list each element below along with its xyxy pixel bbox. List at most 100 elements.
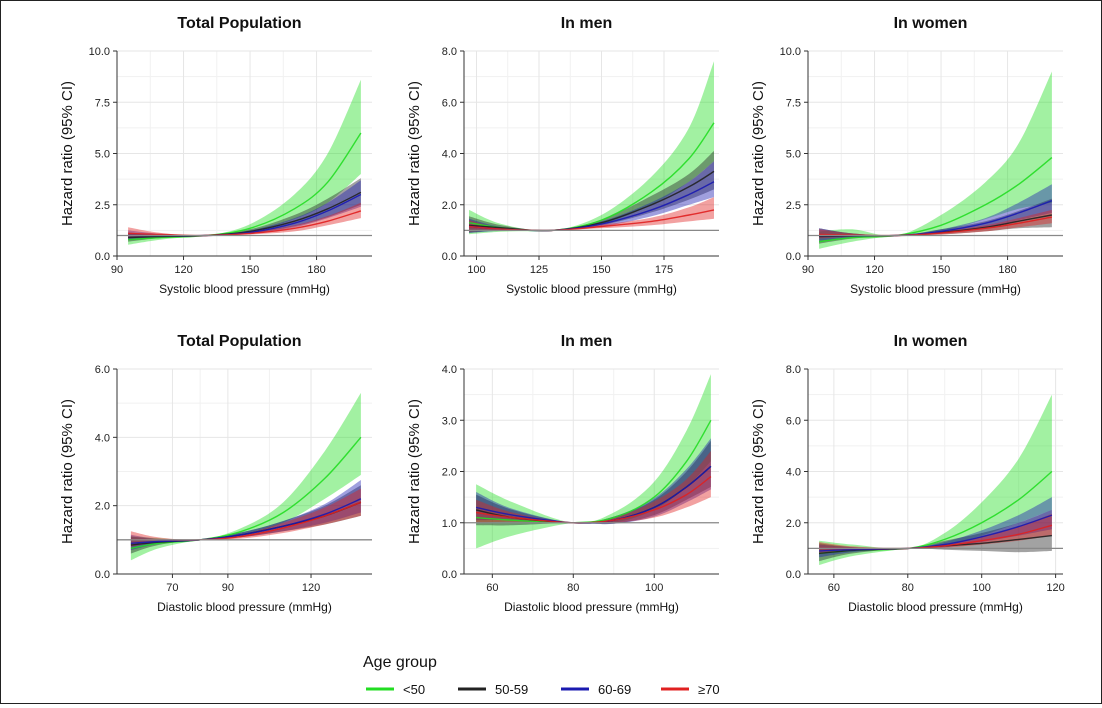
x-tick-label: 70 <box>166 582 178 594</box>
x-tick-label: 100 <box>467 264 485 276</box>
x-tick-label: 60 <box>486 582 498 594</box>
x-tick-label: 120 <box>174 264 192 276</box>
x-tick-label: 120 <box>865 264 883 276</box>
y-tick-label: 10.0 <box>89 46 110 58</box>
ci-band-<50 <box>819 71 1052 249</box>
ci-band-50-59 <box>469 150 714 233</box>
ci-band-≥70 <box>469 197 714 232</box>
x-tick-label: 175 <box>655 264 673 276</box>
y-tick-label: 3.0 <box>442 415 457 427</box>
legend-label: 60-69 <box>598 682 631 697</box>
x-tick-label: 100 <box>645 582 663 594</box>
ci-bands <box>476 374 711 549</box>
y-axis-label: Hazard ratio (95% CI) <box>59 81 76 226</box>
series-line-≥70 <box>468 209 715 232</box>
x-axis-label: Systolic blood pressure (mmHg) <box>850 282 1021 296</box>
series-line-50-59 <box>128 191 362 239</box>
series-line-≥70 <box>475 476 712 524</box>
y-tick-label: 2.5 <box>786 200 801 212</box>
x-tick-label: 180 <box>307 264 325 276</box>
y-tick-label: 0.0 <box>442 251 457 263</box>
legend-label: 50-59 <box>495 682 528 697</box>
x-tick-label: 120 <box>302 582 320 594</box>
y-tick-label: 2.0 <box>786 518 801 530</box>
legend-label: ≥70 <box>698 682 720 697</box>
ci-band-50-59 <box>476 440 711 526</box>
x-tick-label: 150 <box>932 264 950 276</box>
series-lines <box>475 419 712 524</box>
series-line-60-69 <box>130 498 362 544</box>
panel-title: In men <box>561 333 613 350</box>
series-line-<50 <box>130 436 362 550</box>
x-tick-label: 80 <box>567 582 579 594</box>
y-tick-label: 4.0 <box>786 467 801 479</box>
x-tick-label: 180 <box>998 264 1016 276</box>
legend-item-2: 50-59 <box>458 682 528 697</box>
panel-4: 0.0 2.0 4.0 6.0 70 90 120 Total Population Diast… <box>59 333 372 614</box>
x-tick-label: 80 <box>902 582 914 594</box>
x-axis-label: Diastolic blood pressure (mmHg) <box>157 600 332 614</box>
x-axis-label: Diastolic blood pressure (mmHg) <box>848 600 1023 614</box>
y-tick-label: 10.0 <box>780 46 801 58</box>
y-tick-label: 2.5 <box>95 200 110 212</box>
y-tick-label: 2.0 <box>442 467 457 479</box>
legend-title: Age group <box>363 654 437 671</box>
x-axis-label: Systolic blood pressure (mmHg) <box>159 282 330 296</box>
y-axis-label: Hazard ratio (95% CI) <box>406 399 423 544</box>
y-tick-label: 0.0 <box>95 251 110 263</box>
x-tick-label: 60 <box>828 582 840 594</box>
y-axis-label: Hazard ratio (95% CI) <box>406 81 423 226</box>
series-lines <box>468 122 715 232</box>
panel-2: 0.0 2.0 4.0 6.0 8.0 100 125 150 175 In men Systoli… <box>406 15 719 296</box>
y-tick-label: 6.0 <box>786 415 801 427</box>
series-line-<50 <box>819 157 1053 243</box>
y-tick-label: 5.0 <box>786 149 801 161</box>
ci-band-60-69 <box>469 161 714 233</box>
panel-title: In women <box>894 333 968 350</box>
panel-1: 0.0 2.5 5.0 7.5 10.0 90 120 150 180 Total Populat… <box>59 15 372 296</box>
y-tick-label: 2.0 <box>442 200 457 212</box>
legend-items: <50 50-59 60-69 ≥70 <box>366 682 720 697</box>
y-tick-label: 2.0 <box>95 501 110 513</box>
x-tick-label: 125 <box>530 264 548 276</box>
y-tick-label: 7.5 <box>786 97 801 109</box>
ci-band-≥70 <box>476 451 711 524</box>
x-tick-label: 90 <box>802 264 814 276</box>
legend-item-4: ≥70 <box>661 682 720 697</box>
y-tick-label: 7.5 <box>95 97 110 109</box>
ci-band-60-69 <box>476 438 711 525</box>
series-line-50-59 <box>468 170 715 232</box>
x-tick-label: 100 <box>973 582 991 594</box>
series-line-60-69 <box>819 514 1053 552</box>
y-tick-label: 4.0 <box>442 364 457 376</box>
y-tick-label: 6.0 <box>442 97 457 109</box>
panel-title: Total Population <box>177 15 301 32</box>
y-tick-label: 8.0 <box>442 46 457 58</box>
panel-title: In women <box>894 15 968 32</box>
x-tick-label: 120 <box>1046 582 1064 594</box>
y-tick-label: 4.0 <box>95 432 110 444</box>
x-tick-label: 150 <box>592 264 610 276</box>
legend-label: <50 <box>403 682 425 697</box>
x-tick-label: 150 <box>241 264 259 276</box>
x-tick-label: 90 <box>111 264 123 276</box>
x-axis-label: Systolic blood pressure (mmHg) <box>506 282 677 296</box>
legend: Age group <50 50-59 60-69 ≥70 <box>363 654 720 697</box>
y-tick-label: 6.0 <box>95 364 110 376</box>
ci-band-60-69 <box>128 180 361 240</box>
y-tick-label: 8.0 <box>786 364 801 376</box>
legend-item-1: <50 <box>366 682 425 697</box>
panel-title: In men <box>561 15 613 32</box>
ci-band-≥70 <box>128 202 361 238</box>
ci-band-<50 <box>476 374 711 549</box>
panel-5: 0.0 1.0 2.0 3.0 4.0 60 80 100 In men Diastolic bl… <box>406 333 719 614</box>
panel-6: 0.0 2.0 4.0 6.0 8.0 60 80 100 120 In women Diastol… <box>750 333 1065 614</box>
y-tick-label: 1.0 <box>442 518 457 530</box>
y-tick-label: 0.0 <box>786 251 801 263</box>
panel-3: 0.0 2.5 5.0 7.5 10.0 90 120 150 180 In women Systo… <box>750 15 1063 296</box>
panels: 0.0 2.5 5.0 7.5 10.0 90 120 150 180 Total Populat… <box>59 15 1065 614</box>
y-tick-label: 0.0 <box>95 569 110 581</box>
y-tick-label: 0.0 <box>786 569 801 581</box>
